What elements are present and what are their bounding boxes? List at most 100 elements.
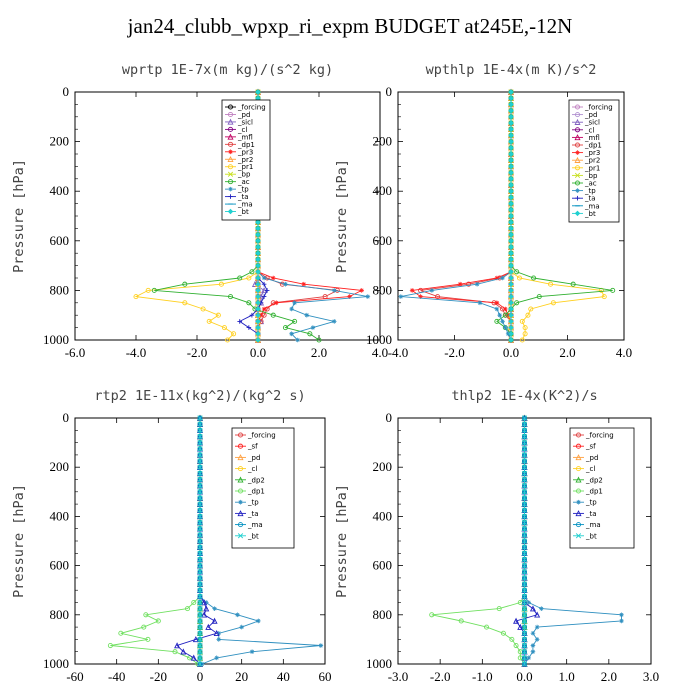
data-point: [107, 643, 113, 649]
data-point: [503, 306, 508, 312]
data-point: [197, 446, 203, 452]
legend-label: _sf: [585, 443, 596, 451]
data-point: [514, 269, 520, 275]
data-point: [197, 642, 203, 649]
data-point: [197, 495, 203, 501]
data-point: [505, 331, 511, 337]
legend-marker: [574, 112, 581, 118]
data-point: [200, 306, 206, 312]
data-point: [508, 89, 514, 95]
legend-marker: [227, 171, 234, 177]
data-point: [526, 600, 532, 605]
y-tick-label: 400: [373, 508, 393, 523]
data-point: [536, 294, 542, 300]
data-point: [619, 618, 624, 624]
data-point: [521, 593, 528, 599]
series-bt: [521, 415, 528, 667]
data-point: [191, 599, 197, 606]
legend-label: _cl: [584, 126, 594, 134]
data-point: [521, 507, 528, 513]
data-point: [237, 275, 243, 281]
data-point: [197, 562, 203, 569]
panel-1: wprtp 1E-7x(m kg)/(s^2 kg) Pressure [hPa]…: [11, 62, 388, 360]
data-point: [359, 288, 364, 293]
data-point: [513, 617, 520, 624]
legend-label: _ac: [584, 180, 597, 188]
data-point: [521, 618, 528, 624]
y-tick-label: 0: [63, 84, 70, 99]
legend-marker: [227, 208, 234, 215]
data-point: [519, 337, 525, 343]
data-point: [522, 325, 528, 331]
legend-label: _tp: [247, 499, 259, 507]
data-point: [197, 649, 203, 655]
x-tick-label: 3.0: [643, 669, 659, 684]
data-point: [508, 231, 514, 238]
data-point: [211, 617, 218, 624]
data-point: [235, 612, 240, 618]
legend-marker: [227, 104, 234, 110]
data-point: [418, 294, 423, 299]
data-point: [508, 256, 514, 263]
data-point: [231, 331, 237, 337]
panel-title: thlp2 1E-4x(K^2)/s: [451, 388, 597, 404]
data-point: [255, 318, 261, 325]
data-point: [197, 470, 203, 476]
data-point: [521, 526, 528, 532]
data-point: [255, 275, 261, 281]
x-tick-label: 2.0: [559, 345, 575, 360]
data-point: [619, 612, 624, 618]
data-point: [145, 287, 151, 293]
legend-label: _cl: [237, 126, 247, 134]
x-tick-label: 20: [235, 669, 248, 684]
data-point: [521, 433, 528, 440]
data-point: [521, 649, 528, 655]
data-point: [521, 655, 528, 661]
legend-label: _forcing: [237, 104, 266, 112]
legend-label: _cl: [247, 465, 257, 473]
legend-label: _sicl: [237, 118, 253, 126]
data-point: [474, 281, 480, 287]
data-point: [255, 269, 261, 275]
x-tick-label: 2.0: [601, 669, 617, 684]
x-tick-label: 2.0: [311, 345, 327, 360]
legend-label: _dp1: [585, 488, 603, 496]
data-point: [201, 599, 208, 606]
data-point: [255, 262, 261, 269]
legend-label: _tp: [584, 187, 596, 195]
data-point: [255, 244, 261, 250]
x-tick-label: -4.0: [388, 345, 409, 360]
legend-marker: [574, 210, 581, 217]
x-tick-label: -2.0: [430, 669, 451, 684]
data-point: [508, 194, 514, 201]
data-point: [197, 464, 203, 470]
data-point: [508, 238, 514, 244]
data-point: [255, 89, 261, 95]
legend-label: _ma: [237, 201, 253, 209]
data-point: [197, 550, 203, 556]
legend-marker: [575, 188, 580, 193]
data-point: [197, 575, 203, 581]
data-point: [197, 452, 203, 458]
x-tick-label: -2.0: [444, 345, 465, 360]
data-point: [508, 207, 514, 213]
series-dp1: [107, 415, 203, 667]
legend-marker: [574, 165, 581, 171]
legend-label: _dp2: [247, 476, 265, 484]
data-point: [174, 642, 181, 649]
series-line: [110, 418, 201, 665]
data-point: [255, 231, 261, 238]
data-point: [521, 575, 528, 581]
data-point: [197, 618, 203, 624]
data-point: [197, 556, 203, 563]
legend-marker: [227, 155, 234, 163]
data-point: [258, 312, 264, 318]
legend-marker: [575, 443, 582, 449]
legend-marker: [227, 111, 234, 117]
data-point: [255, 306, 261, 312]
data-point: [289, 331, 294, 337]
series-line: [176, 418, 218, 665]
data-point: [508, 306, 514, 312]
legend-marker: [237, 443, 244, 449]
legend-label: _pr3: [237, 148, 253, 156]
